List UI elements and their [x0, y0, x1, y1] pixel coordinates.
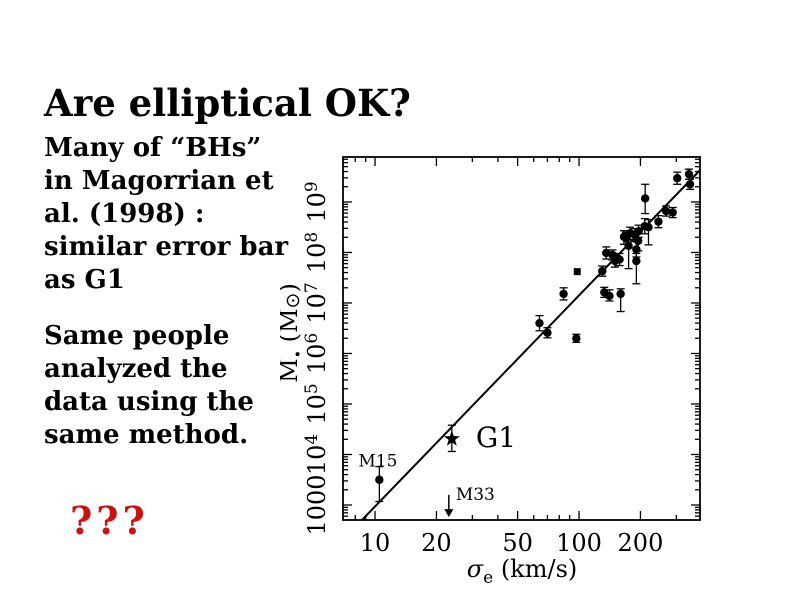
fit-line — [361, 169, 701, 521]
x-tick-label: 200 — [618, 529, 664, 557]
y-tick-label: 107 — [302, 282, 331, 323]
annotation-g1: G1 — [443, 421, 516, 454]
y-tick-label: 1000 — [303, 474, 331, 535]
svg-text:G1: G1 — [476, 421, 516, 454]
y-tick-label: 105 — [302, 383, 331, 424]
svg-text:M33: M33 — [456, 485, 495, 505]
x-tick-label: 50 — [502, 529, 533, 557]
x-tick-label: 100 — [556, 529, 602, 557]
svg-text:M15: M15 — [358, 452, 397, 472]
slide-title: Are elliptical OK? — [44, 80, 411, 125]
y-tick-label: 106 — [302, 333, 331, 374]
x-axis-title: σe (km/s) — [467, 555, 578, 588]
bullet-text-same-method: Same people analyzed the data using the … — [44, 321, 254, 450]
data-points — [535, 168, 695, 344]
bullet-text-magorrian: Many of “BHs” in Magorrian et al. (1998)… — [44, 133, 289, 295]
x-tick-label: 10 — [360, 529, 391, 557]
plot-frame — [342, 156, 701, 521]
y-tick-label: 108 — [302, 232, 331, 273]
x-tick-label: 20 — [421, 529, 452, 557]
y-axis-title: M• (M⊙) — [280, 283, 307, 383]
y-tick-label: 104 — [302, 434, 331, 475]
annotated-points: M15 G1 M33 — [358, 421, 516, 518]
y-tick-label: 109 — [302, 181, 331, 222]
annotation-m33: M33 — [444, 485, 495, 518]
annotation-m15: M15 — [358, 452, 397, 503]
question-marks: ??? — [70, 498, 149, 543]
